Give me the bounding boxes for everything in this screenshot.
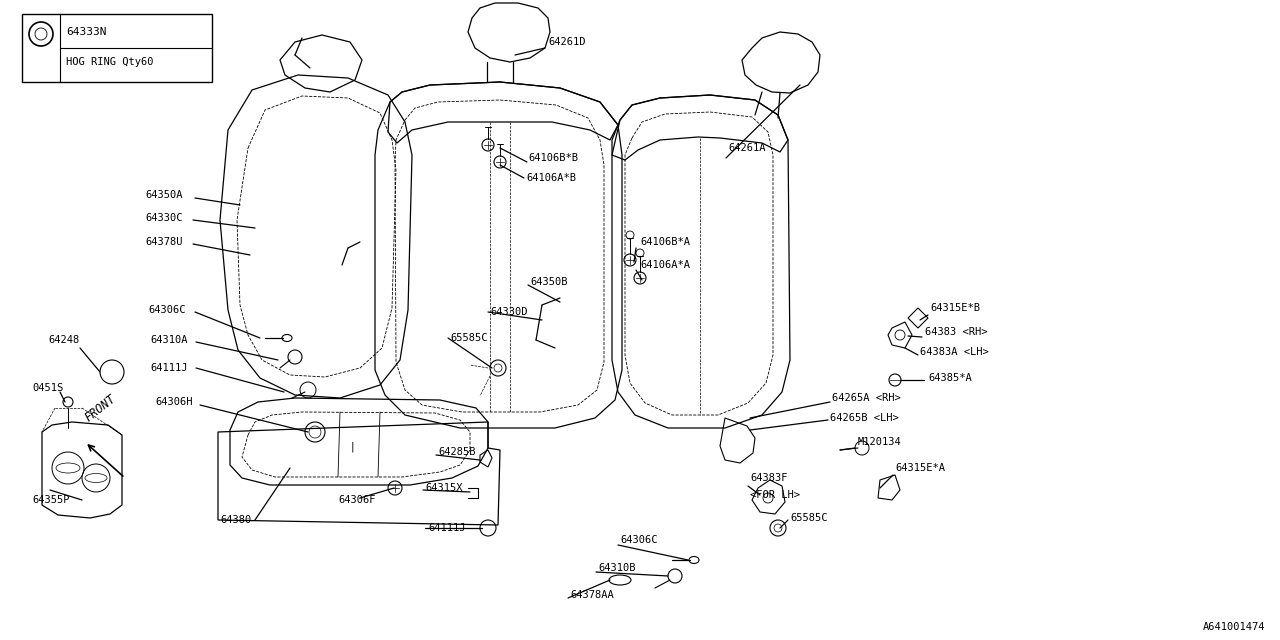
Text: HOG RING Qty60: HOG RING Qty60 bbox=[67, 57, 154, 67]
Text: 64355P: 64355P bbox=[32, 495, 69, 505]
Text: 64330D: 64330D bbox=[490, 307, 527, 317]
Text: 64383F: 64383F bbox=[750, 473, 787, 483]
Bar bbox=[22, 14, 212, 82]
Text: 64310A: 64310A bbox=[150, 335, 187, 345]
Text: 64315X: 64315X bbox=[425, 483, 462, 493]
Text: 64315E*B: 64315E*B bbox=[931, 303, 980, 313]
Text: 64380: 64380 bbox=[220, 515, 251, 525]
Text: 64106A*A: 64106A*A bbox=[640, 260, 690, 270]
Text: 64330C: 64330C bbox=[145, 213, 183, 223]
Text: 64306C: 64306C bbox=[148, 305, 186, 315]
Text: 64310B: 64310B bbox=[598, 563, 635, 573]
Text: 64265A <RH>: 64265A <RH> bbox=[832, 393, 901, 403]
Text: <FOR LH>: <FOR LH> bbox=[750, 490, 800, 500]
Text: 64383 <RH>: 64383 <RH> bbox=[925, 327, 987, 337]
Text: 64261D: 64261D bbox=[548, 37, 585, 47]
Text: 65585C: 65585C bbox=[451, 333, 488, 343]
Text: 64106B*B: 64106B*B bbox=[529, 153, 579, 163]
Text: 64315E*A: 64315E*A bbox=[895, 463, 945, 473]
Text: 64385*A: 64385*A bbox=[928, 373, 972, 383]
Text: 64285B: 64285B bbox=[438, 447, 475, 457]
Text: 64248: 64248 bbox=[49, 335, 79, 345]
Text: 64106A*B: 64106A*B bbox=[526, 173, 576, 183]
Text: M120134: M120134 bbox=[858, 437, 901, 447]
Text: 64306F: 64306F bbox=[338, 495, 375, 505]
Text: |: | bbox=[351, 442, 353, 452]
Text: 64333N: 64333N bbox=[67, 27, 106, 37]
Text: FRONT: FRONT bbox=[82, 392, 118, 424]
Text: 64261A: 64261A bbox=[728, 143, 765, 153]
Text: 64111J: 64111J bbox=[428, 523, 466, 533]
Text: 64350B: 64350B bbox=[530, 277, 567, 287]
Text: 64350A: 64350A bbox=[145, 190, 183, 200]
Text: 64378AA: 64378AA bbox=[570, 590, 613, 600]
Text: 65585C: 65585C bbox=[790, 513, 827, 523]
Text: 64306C: 64306C bbox=[620, 535, 658, 545]
Text: 64378U: 64378U bbox=[145, 237, 183, 247]
Text: 64111J: 64111J bbox=[150, 363, 187, 373]
Text: 64265B <LH>: 64265B <LH> bbox=[829, 413, 899, 423]
Text: 64306H: 64306H bbox=[155, 397, 192, 407]
Text: 0451S: 0451S bbox=[32, 383, 63, 393]
Text: 64106B*A: 64106B*A bbox=[640, 237, 690, 247]
Text: A641001474: A641001474 bbox=[1202, 622, 1265, 632]
Text: 64383A <LH>: 64383A <LH> bbox=[920, 347, 988, 357]
